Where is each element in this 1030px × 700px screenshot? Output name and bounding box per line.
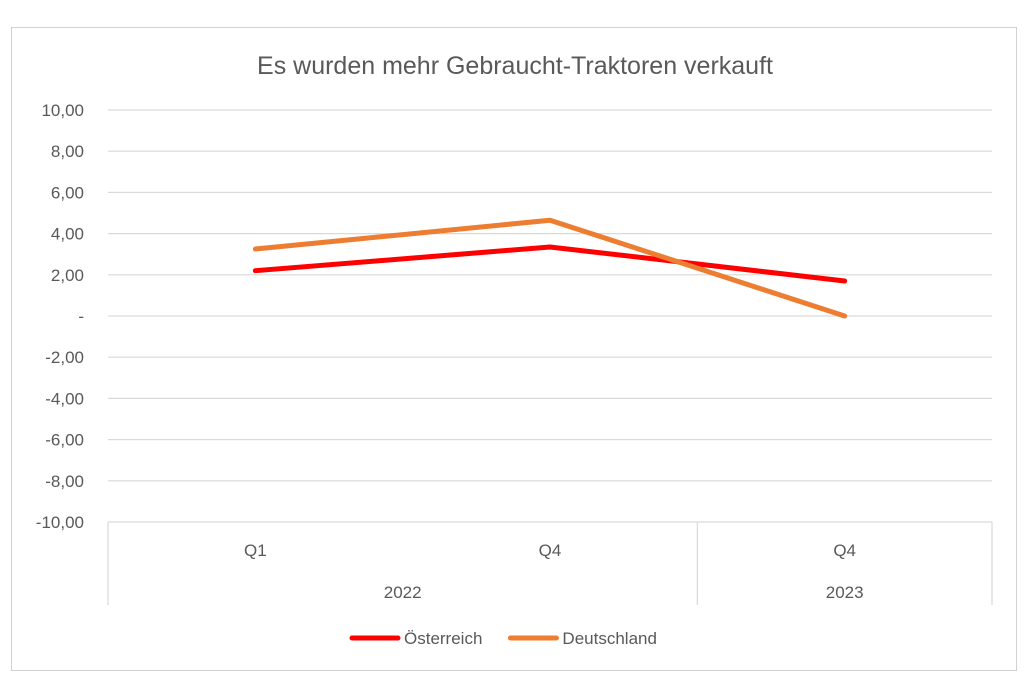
y-tick-label: -2,00: [45, 348, 84, 367]
y-tick-label: 4,00: [51, 225, 84, 244]
y-tick-label: -8,00: [45, 472, 84, 491]
y-tick-label: 6,00: [51, 183, 84, 202]
y-tick-label: -4,00: [45, 389, 84, 408]
x-group-label: 2023: [826, 583, 864, 602]
legend-label: Österreich: [404, 629, 482, 648]
chart-frame: [11, 27, 1017, 671]
chart-title: Es wurden mehr Gebraucht-Traktoren verka…: [257, 52, 773, 80]
x-axis: 2022 2023 Q1 Q4 Q4: [107, 522, 993, 605]
gridlines: [108, 109, 992, 523]
y-tick-label: -6,00: [45, 431, 84, 450]
legend-label: Deutschland: [562, 629, 657, 648]
series-lines: [252, 217, 848, 319]
x-group-label: 2022: [384, 583, 422, 602]
legend: Österreich Deutschland: [349, 629, 657, 648]
y-tick-label: -10,00: [36, 513, 84, 532]
series-line: [252, 244, 848, 284]
y-tick-label: 2,00: [51, 266, 84, 285]
x-tick-label: Q1: [244, 541, 267, 560]
y-tick-label: 8,00: [51, 142, 84, 161]
x-tick-label: Q4: [539, 541, 562, 560]
y-axis-ticks: 10,00 8,00 6,00 4,00 2,00 - -2,00 -4,00 -6,00 -8,…: [36, 101, 84, 532]
y-tick-label: 10,00: [41, 101, 84, 120]
x-tick-label: Q4: [833, 541, 856, 560]
series-line: [252, 217, 848, 319]
y-tick-label: -: [78, 307, 84, 326]
